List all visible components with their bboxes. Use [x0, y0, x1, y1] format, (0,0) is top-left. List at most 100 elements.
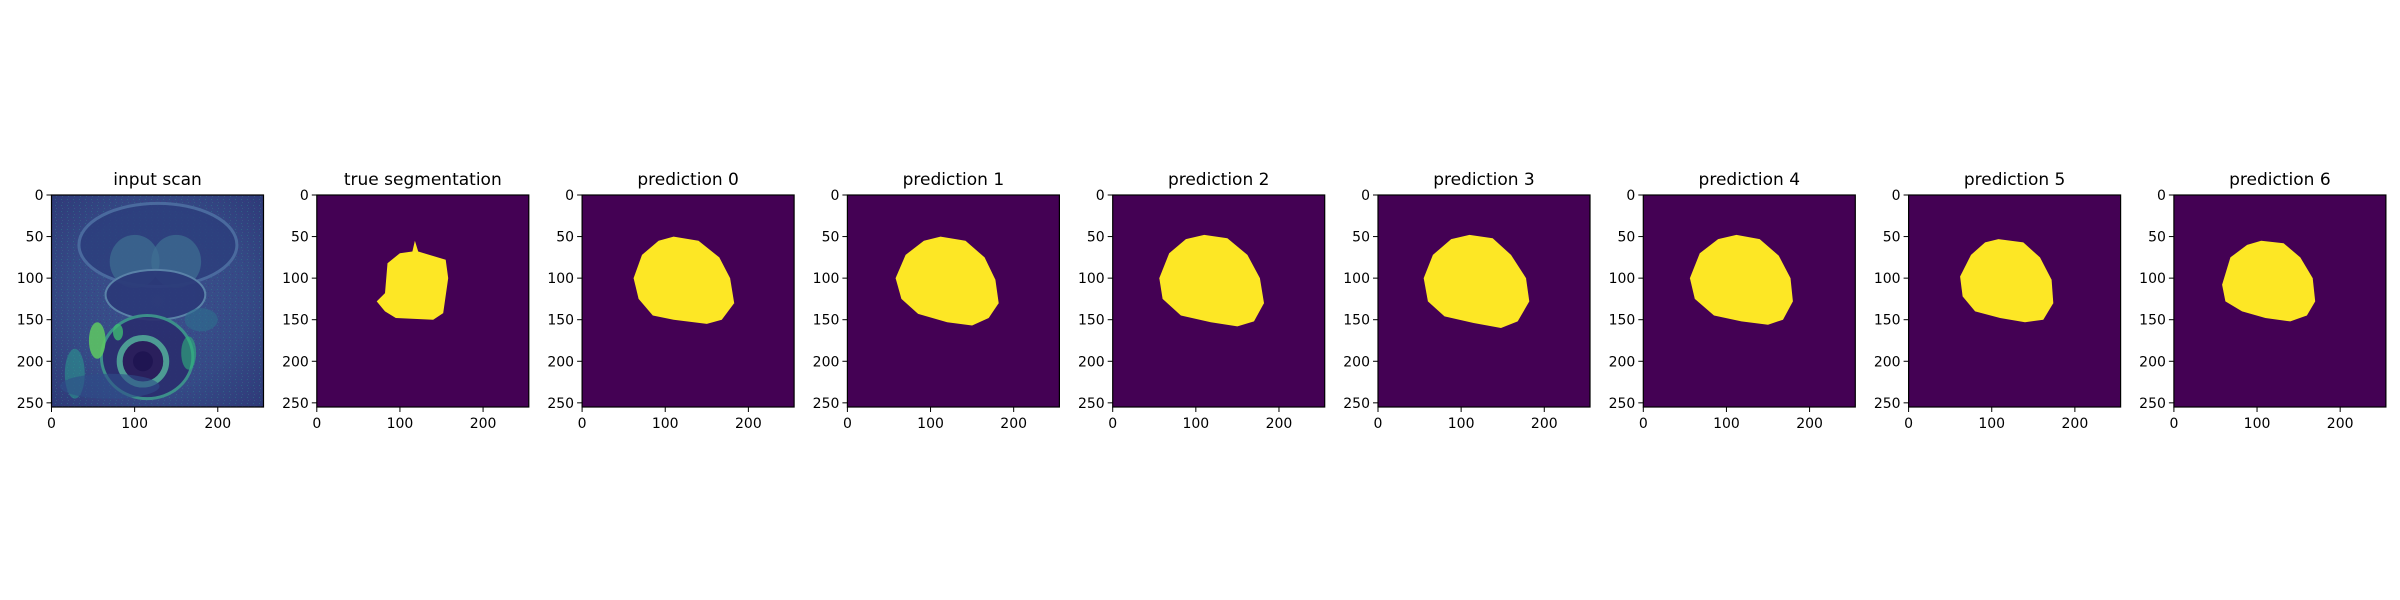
y-tick-label: 0 — [1361, 188, 1370, 204]
segmentation-mask — [376, 240, 449, 320]
subplot-title: true segmentation — [344, 170, 502, 190]
axes-frame — [1377, 194, 1591, 408]
segmentation-mask — [633, 236, 735, 324]
y-tick-label: 150 — [282, 313, 309, 329]
y-tick-label: 50 — [1352, 230, 1370, 246]
segmentation-mask — [895, 236, 999, 326]
y-tick-label: 250 — [282, 396, 309, 412]
subplot-7: prediction 5 0 100 200 0 50 100 150 200 250 — [1874, 170, 2122, 432]
subplot-title: prediction 2 — [1168, 170, 1270, 190]
x-tick-label: 100 — [1713, 416, 1740, 432]
subplot-5: prediction 3 0 100 200 0 50 100 150 200 250 — [1343, 170, 1591, 432]
axes-frame — [846, 194, 1061, 408]
x-tick-label: 0 — [1108, 416, 1117, 432]
x-tick-label: 0 — [578, 416, 587, 432]
x-tick-label: 200 — [1000, 416, 1027, 432]
x-tick-label: 100 — [1978, 416, 2005, 432]
subplot-title: prediction 1 — [903, 170, 1005, 190]
x-tick-label: 100 — [387, 416, 414, 432]
x-tick-label: 0 — [2169, 416, 2178, 432]
image-area — [316, 195, 529, 407]
image-area — [1643, 195, 1856, 407]
y-tick-label: 100 — [1874, 271, 1901, 287]
subplot-title: input scan — [113, 170, 202, 190]
x-tick-label: 0 — [843, 416, 852, 432]
y-tick-label: 200 — [17, 354, 44, 370]
y-tick-label: 250 — [1343, 396, 1370, 412]
y-tick-label: 0 — [35, 188, 44, 204]
axes-frame — [316, 194, 530, 408]
y-tick-label: 200 — [2139, 354, 2166, 370]
x-tick-label: 200 — [735, 416, 762, 432]
y-tick-label: 250 — [1078, 396, 1105, 412]
subplot-6: prediction 4 0 100 200 0 50 100 150 200 250 — [1609, 170, 1856, 432]
subplot-4: prediction 2 0 100 200 0 50 100 150 200 250 — [1078, 170, 1326, 432]
x-tick-label: 200 — [1266, 416, 1293, 432]
y-tick-label: 100 — [17, 271, 44, 287]
y-tick-label: 50 — [1883, 230, 1901, 246]
segmentation-mask — [1960, 239, 2054, 323]
segmentation-mask — [1689, 234, 1793, 325]
y-tick-label: 200 — [547, 354, 574, 370]
y-tick-label: 50 — [291, 230, 309, 246]
y-tick-label: 100 — [1343, 271, 1370, 287]
y-tick-label: 250 — [547, 396, 574, 412]
y-tick-label: 0 — [2157, 188, 2166, 204]
scan-structure — [88, 322, 106, 359]
y-tick-label: 100 — [813, 271, 840, 287]
y-tick-label: 150 — [2139, 313, 2166, 329]
subplot-title: prediction 3 — [1433, 170, 1535, 190]
axes-frame — [1642, 194, 1856, 408]
y-tick-label: 250 — [813, 396, 840, 412]
axes-frame — [50, 194, 265, 408]
y-tick-label: 150 — [1343, 313, 1370, 329]
y-tick-label: 0 — [565, 188, 574, 204]
image-area — [1112, 195, 1325, 407]
y-tick-label: 150 — [1078, 313, 1105, 329]
scan-structure — [181, 336, 197, 370]
y-tick-label: 50 — [2148, 230, 2166, 246]
subplot-1: true segmentation 0 100 200 0 50 100 150 200 250 — [282, 170, 530, 432]
segmentation-mask — [2222, 240, 2316, 322]
y-tick-label: 50 — [822, 230, 840, 246]
y-tick-label: 200 — [813, 354, 840, 370]
y-tick-label: 100 — [547, 271, 574, 287]
axes-frame — [1112, 194, 1326, 408]
x-tick-label: 100 — [2244, 416, 2271, 432]
x-tick-label: 200 — [1796, 416, 1823, 432]
y-tick-label: 100 — [282, 271, 309, 287]
y-tick-label: 200 — [1874, 354, 1901, 370]
y-tick-label: 250 — [1609, 396, 1636, 412]
x-tick-label: 0 — [47, 416, 56, 432]
subplot-0: input scan 0 100 200 0 50 100 150 200 250 — [17, 170, 265, 432]
scan-structure — [59, 373, 160, 399]
subplot-title: prediction 0 — [637, 170, 739, 190]
x-tick-label: 100 — [121, 416, 148, 432]
y-tick-label: 250 — [2139, 396, 2166, 412]
x-tick-label: 100 — [652, 416, 679, 432]
y-tick-label: 50 — [1087, 230, 1105, 246]
y-tick-label: 50 — [556, 230, 574, 246]
y-tick-label: 150 — [17, 313, 44, 329]
y-tick-label: 100 — [1078, 271, 1105, 287]
x-tick-label: 100 — [917, 416, 944, 432]
segmentation-mask — [1159, 234, 1264, 327]
x-tick-label: 100 — [1182, 416, 1209, 432]
x-tick-label: 0 — [312, 416, 321, 432]
subplot-title: prediction 5 — [1964, 170, 2066, 190]
y-tick-label: 0 — [1892, 188, 1901, 204]
subplot-3: prediction 1 0 100 200 0 50 100 150 200 250 — [813, 170, 1061, 432]
y-tick-label: 100 — [2139, 271, 2166, 287]
y-tick-label: 50 — [26, 230, 44, 246]
y-tick-label: 200 — [1609, 354, 1636, 370]
segmentation-mask — [1423, 234, 1530, 328]
subplot-title: prediction 4 — [1699, 170, 1801, 190]
subplot-8: prediction 6 0 100 200 0 50 100 150 200 250 — [2139, 170, 2387, 432]
x-tick-label: 100 — [1448, 416, 1475, 432]
axes-frame — [1907, 194, 2122, 408]
axes-frame — [581, 194, 795, 408]
image-area — [1908, 195, 2121, 407]
x-tick-label: 200 — [2327, 416, 2354, 432]
y-tick-label: 0 — [300, 188, 309, 204]
y-tick-label: 250 — [17, 396, 44, 412]
